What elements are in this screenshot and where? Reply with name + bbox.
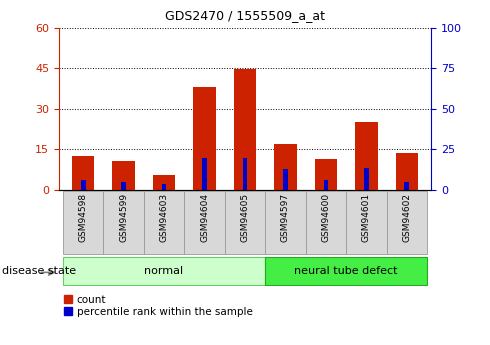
- Text: GSM94600: GSM94600: [321, 193, 330, 242]
- FancyBboxPatch shape: [225, 191, 265, 254]
- Text: GSM94599: GSM94599: [119, 193, 128, 242]
- FancyBboxPatch shape: [144, 191, 184, 254]
- Bar: [315, 159, 337, 190]
- FancyBboxPatch shape: [346, 191, 387, 254]
- Bar: [323, 180, 328, 190]
- Text: GDS2470 / 1555509_a_at: GDS2470 / 1555509_a_at: [165, 9, 325, 22]
- FancyBboxPatch shape: [265, 257, 427, 285]
- Bar: [112, 161, 135, 190]
- FancyBboxPatch shape: [306, 191, 346, 254]
- FancyBboxPatch shape: [63, 257, 265, 285]
- Bar: [194, 87, 216, 190]
- Text: GSM94602: GSM94602: [402, 193, 412, 242]
- FancyBboxPatch shape: [265, 191, 306, 254]
- FancyBboxPatch shape: [103, 191, 144, 254]
- Text: GSM94605: GSM94605: [241, 193, 249, 242]
- Bar: [121, 181, 126, 190]
- Bar: [153, 175, 175, 190]
- Text: GSM94597: GSM94597: [281, 193, 290, 242]
- Bar: [162, 184, 167, 190]
- Bar: [202, 158, 207, 190]
- Text: disease state: disease state: [2, 266, 76, 276]
- Bar: [396, 153, 418, 190]
- FancyBboxPatch shape: [387, 191, 427, 254]
- FancyBboxPatch shape: [184, 191, 225, 254]
- Bar: [243, 158, 247, 190]
- Bar: [234, 69, 256, 190]
- Bar: [355, 122, 378, 190]
- Text: GSM94598: GSM94598: [78, 193, 88, 242]
- Bar: [404, 183, 409, 190]
- Legend: count, percentile rank within the sample: count, percentile rank within the sample: [64, 295, 252, 317]
- FancyBboxPatch shape: [63, 191, 103, 254]
- Text: GSM94601: GSM94601: [362, 193, 371, 242]
- Bar: [274, 144, 296, 190]
- Text: normal: normal: [145, 266, 184, 276]
- Bar: [364, 168, 369, 190]
- Text: neural tube defect: neural tube defect: [294, 266, 398, 276]
- Text: GSM94603: GSM94603: [160, 193, 169, 242]
- Bar: [72, 156, 94, 190]
- Text: GSM94604: GSM94604: [200, 193, 209, 242]
- Bar: [283, 169, 288, 190]
- Bar: [81, 180, 86, 190]
